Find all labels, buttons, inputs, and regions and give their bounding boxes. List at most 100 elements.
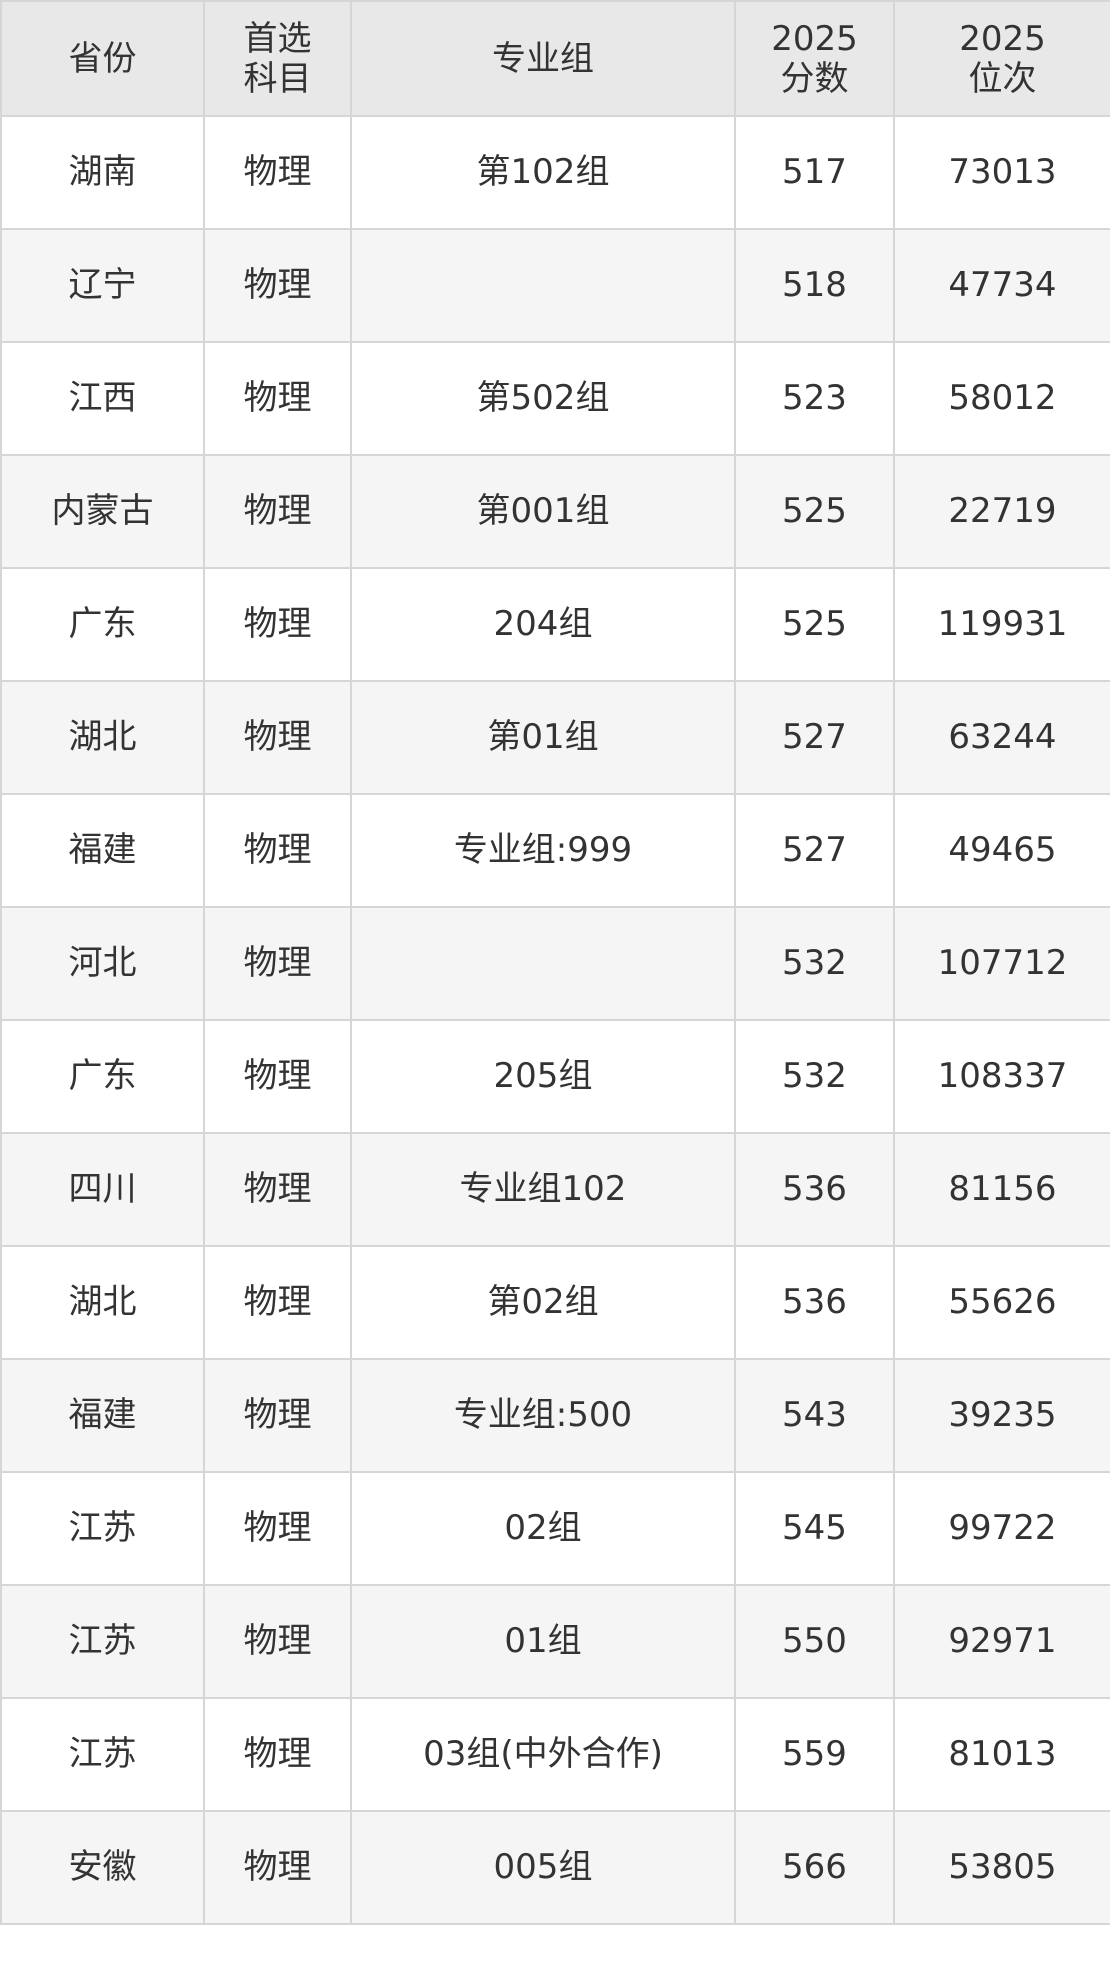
table-cell: 广东: [0, 567, 205, 682]
table-cell: 39235: [893, 1358, 1110, 1473]
table-cell: 545: [734, 1471, 895, 1586]
table-cell: 福建: [0, 793, 205, 908]
table-cell: 物理: [203, 567, 352, 682]
cell-text: 第01组: [487, 717, 599, 757]
table-cell: 47734: [893, 228, 1110, 343]
table-row: 江苏 物理 01组 550 92971: [0, 1584, 1110, 1699]
table-row: 湖北 物理 第02组 536 55626: [0, 1245, 1110, 1360]
table-row: 江苏 物理 02组 545 99722: [0, 1471, 1110, 1586]
table-cell: 543: [734, 1358, 895, 1473]
table-cell: 108337: [893, 1019, 1110, 1134]
table-cell: 536: [734, 1245, 895, 1360]
table-cell: 专业组102: [350, 1132, 736, 1247]
table-row: 湖南 物理 第102组 517 73013: [0, 115, 1110, 230]
table-cell: 550: [734, 1584, 895, 1699]
table-cell: 566: [734, 1810, 895, 1925]
table-cell: 广东: [0, 1019, 205, 1134]
header-cell: 省份: [0, 0, 205, 117]
table-body: 湖南 物理 第102组 517 73013 辽宁 物理 518 47734 江西 物理 第502组 52…: [0, 115, 1110, 1925]
table-cell: 物理: [203, 1697, 352, 1812]
table-row: 江西 物理 第502组 523 58012: [0, 341, 1110, 456]
header-cell: 2025 分数: [734, 0, 895, 117]
table-cell: 物理: [203, 1471, 352, 1586]
table-cell: 005组: [350, 1810, 736, 1925]
table-cell: 第102组: [350, 115, 736, 230]
table-cell: 73013: [893, 115, 1110, 230]
table-cell: 536: [734, 1132, 895, 1247]
table-cell: 江苏: [0, 1584, 205, 1699]
cell-text: 01组: [504, 1621, 582, 1661]
table-row: 福建 物理 专业组:999 527 49465: [0, 793, 1110, 908]
table-cell: [350, 906, 736, 1021]
cell-text: 第001组: [476, 491, 610, 531]
table-cell: 第001组: [350, 454, 736, 569]
cell-text: 03组(中外合作): [423, 1734, 663, 1774]
table-cell: 河北: [0, 906, 205, 1021]
table-cell: 527: [734, 793, 895, 908]
header-row: 省份 首选 科目 专业组 2025 分数 2025 位次: [0, 0, 1110, 117]
table-cell: 03组(中外合作): [350, 1697, 736, 1812]
table-cell: 辽宁: [0, 228, 205, 343]
header-cell: 专业组: [350, 0, 736, 117]
table-cell: 物理: [203, 115, 352, 230]
table-cell: 湖北: [0, 680, 205, 795]
table-row: 江苏 物理 03组(中外合作) 559 81013: [0, 1697, 1110, 1812]
table-cell: 107712: [893, 906, 1110, 1021]
table-cell: 专业组:500: [350, 1358, 736, 1473]
cell-text: 005组: [493, 1847, 593, 1887]
table-cell: [350, 228, 736, 343]
cell-text: 204组: [493, 604, 593, 644]
table-cell: 物理: [203, 1584, 352, 1699]
table-row: 内蒙古 物理 第001组 525 22719: [0, 454, 1110, 569]
table-cell: 527: [734, 680, 895, 795]
table-cell: 福建: [0, 1358, 205, 1473]
table-cell: 物理: [203, 1019, 352, 1134]
table-cell: 22719: [893, 454, 1110, 569]
table-cell: 湖南: [0, 115, 205, 230]
cell-text: 第102组: [476, 152, 610, 192]
table-cell: 第01组: [350, 680, 736, 795]
table-cell: 内蒙古: [0, 454, 205, 569]
table-row: 四川 物理 专业组102 536 81156: [0, 1132, 1110, 1247]
table-cell: 第02组: [350, 1245, 736, 1360]
table-cell: 第502组: [350, 341, 736, 456]
table-row: 湖北 物理 第01组 527 63244: [0, 680, 1110, 795]
header-cell: 2025 位次: [893, 0, 1110, 117]
table-cell: 49465: [893, 793, 1110, 908]
table-cell: 四川: [0, 1132, 205, 1247]
table-cell: 02组: [350, 1471, 736, 1586]
table-cell: 55626: [893, 1245, 1110, 1360]
table-cell: 204组: [350, 567, 736, 682]
table-cell: 559: [734, 1697, 895, 1812]
cell-text: 专业组102: [459, 1169, 627, 1209]
table-cell: 523: [734, 341, 895, 456]
table-cell: 58012: [893, 341, 1110, 456]
table-cell: 物理: [203, 1132, 352, 1247]
table-cell: 99722: [893, 1471, 1110, 1586]
table-cell: 江苏: [0, 1697, 205, 1812]
table-cell: 专业组:999: [350, 793, 736, 908]
table-cell: 525: [734, 567, 895, 682]
score-table: 省份 首选 科目 专业组 2025 分数 2025 位次 湖南 物理 第102组 517 730…: [0, 0, 1110, 1925]
table-cell: 物理: [203, 1810, 352, 1925]
cell-text: 第02组: [487, 1282, 599, 1322]
table-cell: 物理: [203, 341, 352, 456]
cell-text: 第502组: [476, 378, 610, 418]
table-row: 广东 物理 205组 532 108337: [0, 1019, 1110, 1134]
table-cell: 江苏: [0, 1471, 205, 1586]
table-cell: 53805: [893, 1810, 1110, 1925]
cell-text: 专业组:500: [453, 1395, 633, 1435]
table-cell: 物理: [203, 1358, 352, 1473]
table-row: 广东 物理 204组 525 119931: [0, 567, 1110, 682]
table-cell: 江西: [0, 341, 205, 456]
table-cell: 物理: [203, 454, 352, 569]
table-cell: 119931: [893, 567, 1110, 682]
table-cell: 安徽: [0, 1810, 205, 1925]
table-row: 辽宁 物理 518 47734: [0, 228, 1110, 343]
table-cell: 63244: [893, 680, 1110, 795]
table-cell: 湖北: [0, 1245, 205, 1360]
table-cell: 物理: [203, 1245, 352, 1360]
table-cell: 92971: [893, 1584, 1110, 1699]
table-cell: 532: [734, 906, 895, 1021]
